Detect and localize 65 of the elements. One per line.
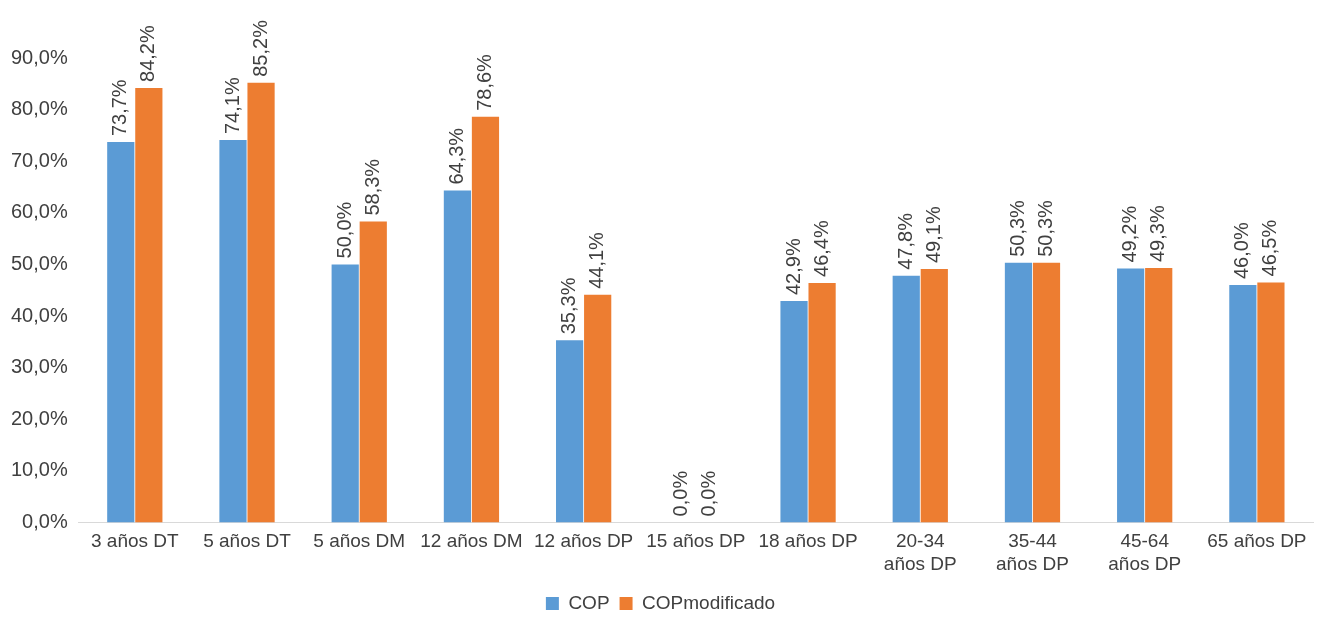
y-tick-label: 10,0% — [10, 458, 68, 481]
data-label: 46,0% — [1230, 222, 1253, 280]
bar — [920, 269, 948, 523]
bar — [780, 301, 808, 523]
bar — [1004, 262, 1033, 523]
data-label: 58,3% — [360, 158, 383, 216]
bar — [556, 340, 584, 523]
data-label: 49,2% — [1118, 205, 1141, 263]
x-tick-label: 12 años DM — [420, 530, 523, 552]
data-label: 0,0% — [669, 470, 692, 517]
bar — [331, 264, 359, 523]
data-label: 85,2% — [248, 19, 271, 77]
x-tick-label: 35-44 años DP — [996, 530, 1069, 574]
y-tick-label: 60,0% — [10, 200, 68, 223]
data-label: 50,3% — [1005, 199, 1028, 257]
y-tick-label: 20,0% — [10, 406, 68, 429]
bar — [471, 116, 500, 523]
y-tick-label: 40,0% — [10, 303, 68, 326]
bar — [247, 82, 275, 523]
data-label: 84,2% — [136, 25, 159, 82]
y-tick-label: 50,0% — [10, 251, 68, 274]
data-label: 46,4% — [809, 220, 832, 277]
bar — [1229, 285, 1257, 523]
bar — [107, 142, 135, 523]
x-tick-label: 15 años DP — [646, 530, 746, 552]
y-tick-label: 0,0% — [22, 509, 68, 532]
data-label: 42,9% — [781, 238, 804, 296]
y-tick-label: 90,0% — [10, 45, 68, 68]
data-label: 73,7% — [108, 79, 131, 137]
bar — [1117, 268, 1145, 523]
data-label: 49,1% — [921, 206, 944, 264]
bar — [584, 294, 612, 523]
data-label: 50,0% — [332, 201, 355, 259]
data-label: 46,5% — [1258, 219, 1281, 277]
data-label: 50,3% — [1034, 199, 1057, 257]
bar — [892, 275, 920, 523]
data-label: 0,0% — [697, 470, 720, 517]
bar — [1257, 282, 1285, 523]
y-tick-label: 80,0% — [10, 97, 68, 120]
bar — [808, 282, 836, 523]
data-label: 47,8% — [893, 212, 916, 270]
bar — [219, 140, 247, 523]
x-tick-label: 65 años DP — [1207, 530, 1307, 552]
bar — [135, 87, 163, 523]
legend-label: COP — [568, 591, 610, 613]
data-label: 74,1% — [220, 77, 243, 135]
data-label: 44,1% — [585, 231, 608, 289]
bar — [1145, 268, 1173, 523]
x-tick-label: 5 años DT — [203, 530, 292, 552]
bar — [1032, 262, 1061, 523]
x-tick-label: 45-64 años DP — [1108, 530, 1182, 574]
data-label: 49,3% — [1146, 205, 1169, 263]
legend-label: COPmodificado — [642, 591, 776, 613]
data-label: 78,6% — [472, 53, 495, 111]
y-tick-label: 70,0% — [10, 148, 68, 171]
bar — [443, 190, 472, 523]
x-tick-label: 20-34 años DP — [883, 530, 957, 574]
x-tick-label: 3 años DT — [90, 530, 180, 552]
bar — [359, 221, 387, 523]
x-tick-label: 18 años DP — [758, 530, 858, 552]
data-label: 35,3% — [557, 277, 580, 335]
x-tick-label: 12 años DP — [534, 530, 634, 552]
x-tick-label: 5 años DM — [313, 530, 406, 552]
data-label: 64,3% — [444, 127, 467, 185]
y-tick-label: 30,0% — [10, 355, 68, 378]
